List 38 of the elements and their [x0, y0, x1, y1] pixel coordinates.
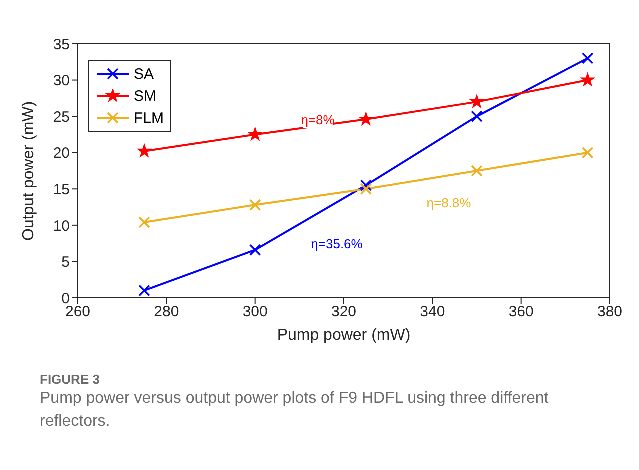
- x-tick-label: 380: [597, 304, 623, 321]
- legend-label: FLM: [134, 110, 164, 126]
- point: [582, 52, 594, 64]
- point: [581, 73, 595, 86]
- point: [249, 199, 262, 212]
- x-tick-label: 340: [420, 304, 446, 321]
- y-axis-title: Output power (mW): [20, 101, 38, 241]
- point: [248, 128, 262, 140]
- point: [138, 144, 152, 158]
- point: [360, 183, 372, 196]
- point: [360, 180, 372, 192]
- y-tick-label: 10: [53, 218, 70, 235]
- x-tick-label: 280: [154, 304, 180, 321]
- x-axis-title: Pump power (mW): [277, 327, 411, 344]
- x-tick-label: 360: [508, 304, 534, 321]
- point: [138, 216, 150, 228]
- point: [138, 284, 150, 297]
- legend-label: SM: [134, 88, 156, 104]
- y-tick-label: 20: [53, 145, 70, 162]
- y-tick-label: 15: [53, 181, 70, 198]
- y-tick-label: 30: [53, 72, 70, 90]
- text: Pump power versus output power plots of F9 HDFL using three different reflectors.: [40, 389, 550, 432]
- annotation: η=8%: [301, 112, 336, 128]
- point: [359, 112, 373, 126]
- y-tick-label: 5: [62, 254, 70, 272]
- x-tick-label: 300: [242, 304, 268, 321]
- annotation: η=8.8%: [426, 196, 472, 210]
- legend-label: SA: [134, 66, 154, 82]
- point: [582, 146, 594, 159]
- y-tick-label: 25: [53, 108, 70, 126]
- caption: FIGURE 3: [40, 372, 101, 387]
- point: [471, 110, 483, 122]
- point: [470, 95, 484, 108]
- y-tick-label: 35: [53, 36, 70, 54]
- point: [471, 165, 483, 177]
- annotation: η=35.6%: [311, 236, 364, 252]
- x-tick-label: 320: [331, 304, 357, 321]
- point: [249, 244, 262, 256]
